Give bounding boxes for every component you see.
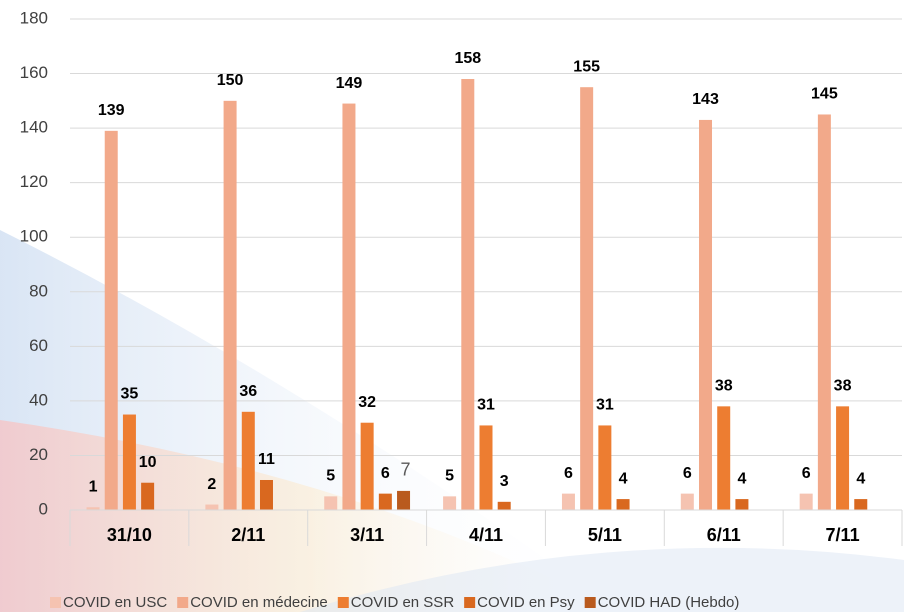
legend-swatch	[177, 597, 189, 608]
x-tick-label: 6/11	[707, 525, 741, 545]
data-label: 6	[564, 465, 573, 482]
bar	[699, 119, 713, 510]
bar	[205, 504, 219, 510]
data-label: 38	[834, 378, 852, 395]
data-label: 4	[737, 470, 746, 487]
y-tick-label: 0	[39, 499, 48, 518]
data-label: 158	[454, 50, 481, 67]
bar	[443, 496, 457, 510]
bar	[616, 499, 630, 510]
data-label: 6	[381, 465, 390, 482]
bar	[378, 493, 392, 510]
legend-label: COVID en USC	[63, 594, 167, 611]
y-tick-label: 40	[29, 390, 48, 409]
y-tick-label: 140	[20, 118, 48, 137]
legend-swatch	[584, 597, 596, 608]
bar	[259, 479, 273, 510]
background-swoosh	[0, 420, 620, 612]
legend-swatch	[50, 597, 61, 608]
y-tick-label: 80	[29, 281, 48, 300]
bar	[680, 493, 694, 510]
bar	[817, 114, 831, 510]
legend-label: COVID en SSR	[351, 594, 455, 611]
x-tick-label: 5/11	[588, 525, 622, 545]
data-label: 7	[401, 460, 411, 480]
bar	[561, 493, 575, 510]
data-label: 150	[217, 72, 244, 89]
y-tick-label: 20	[29, 445, 48, 464]
data-label: 4	[856, 470, 865, 487]
data-label: 5	[445, 468, 454, 485]
data-label: 155	[573, 58, 600, 75]
bar	[580, 87, 594, 510]
bar	[397, 490, 411, 510]
data-label: 32	[358, 394, 376, 411]
bar	[241, 411, 255, 510]
y-tick-label: 120	[20, 172, 48, 191]
data-label: 35	[121, 386, 139, 403]
x-tick-label: 4/11	[469, 525, 503, 545]
bar	[141, 482, 155, 510]
legend-swatch	[464, 597, 476, 608]
bar	[342, 103, 356, 511]
data-label: 149	[336, 75, 363, 92]
data-label: 6	[802, 465, 811, 482]
legend-swatch	[337, 597, 349, 608]
y-tick-label: 60	[29, 336, 48, 355]
x-tick-label: 7/11	[826, 525, 860, 545]
data-label: 36	[239, 383, 257, 400]
bar	[104, 130, 118, 511]
data-label: 2	[207, 476, 216, 493]
data-label: 11	[258, 451, 275, 468]
bar	[479, 425, 493, 510]
data-label: 31	[477, 397, 495, 414]
data-label: 143	[692, 91, 719, 108]
data-label: 10	[139, 454, 157, 471]
y-tick-label: 160	[20, 63, 48, 82]
bar	[598, 425, 612, 510]
data-label: 5	[326, 468, 335, 485]
bar	[86, 507, 100, 510]
legend-label: COVID en Psy	[477, 594, 575, 611]
bar	[799, 493, 813, 510]
bar	[854, 499, 868, 510]
background-swoosh	[300, 547, 904, 612]
bar	[735, 499, 749, 510]
bar	[461, 79, 475, 510]
legend-label: COVID HAD (Hebdo)	[598, 594, 740, 611]
data-label: 139	[98, 102, 125, 119]
data-label: 3	[500, 473, 509, 490]
data-label: 1	[89, 478, 98, 495]
y-tick-label: 100	[20, 227, 48, 246]
bar	[360, 422, 374, 510]
data-label: 31	[596, 397, 614, 414]
data-label: 4	[619, 470, 628, 487]
x-tick-label: 3/11	[350, 525, 384, 545]
x-tick-label: 2/11	[231, 525, 265, 545]
bar	[122, 414, 136, 510]
bar	[717, 406, 731, 510]
bar	[324, 496, 338, 510]
data-label: 6	[683, 465, 692, 482]
bar	[223, 100, 237, 510]
data-label: 38	[715, 378, 733, 395]
data-label: 145	[811, 86, 838, 103]
y-tick-label: 180	[20, 8, 48, 27]
x-tick-label: 31/10	[107, 525, 152, 545]
bar	[836, 406, 850, 510]
legend-label: COVID en médecine	[190, 594, 328, 611]
bar	[497, 501, 511, 510]
